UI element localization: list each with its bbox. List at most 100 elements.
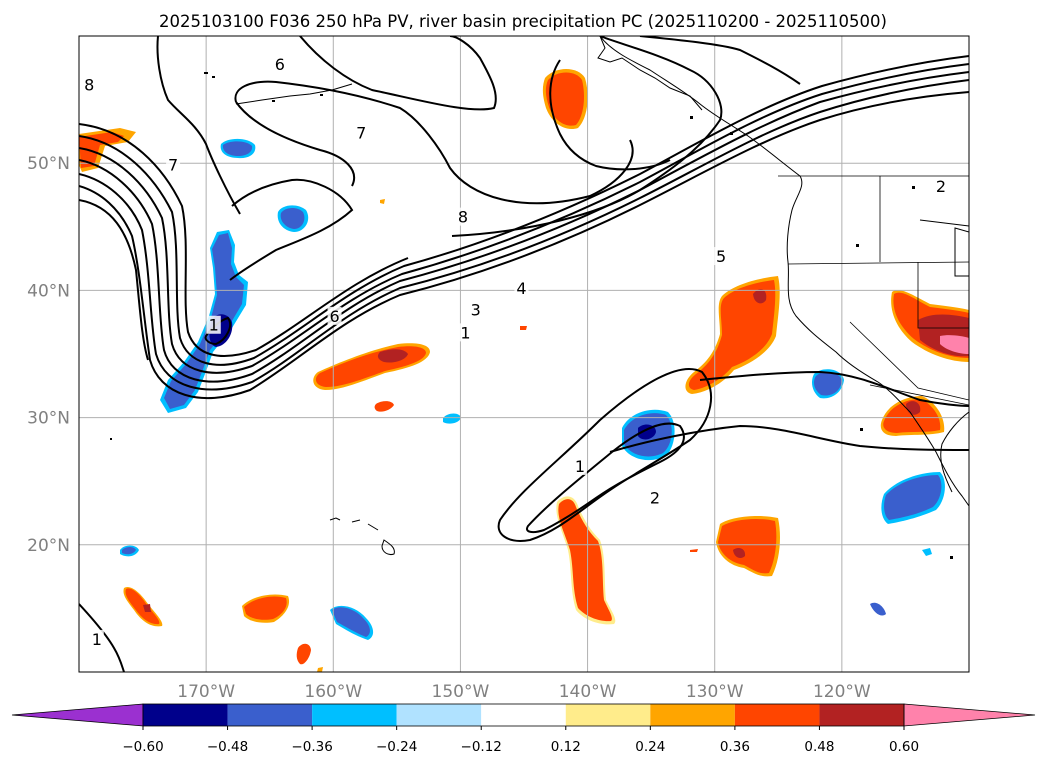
- precip-positive-area: [690, 549, 698, 552]
- colorbar-tick-label: −0.12: [461, 739, 502, 755]
- colorbar-tick-label: −0.48: [207, 739, 248, 755]
- longitude-label: 120°W: [813, 682, 871, 702]
- precip-positive-area: [883, 399, 941, 433]
- longitude-tick-labels: 170°W 160°W 150°W 140°W 130°W 120°W: [177, 682, 871, 702]
- contour-label-background: [714, 247, 729, 266]
- contour-label: 2: [936, 177, 946, 196]
- precipitation-anomaly-shading: [79, 69, 969, 672]
- colorbar-bin: [565, 704, 651, 726]
- colorbar-bin: [734, 704, 820, 726]
- precip-positive-area: [558, 499, 612, 622]
- colorbar-tick-label: −0.24: [376, 739, 417, 755]
- precip-negative-area: [884, 475, 942, 520]
- contour-label: 4: [516, 279, 526, 298]
- contour-label-background: [455, 207, 470, 226]
- longitude-label: 150°W: [432, 682, 490, 702]
- contour-label-background: [272, 54, 287, 73]
- latitude-label: 30°N: [27, 409, 70, 429]
- colorbar-under-extend: [11, 703, 144, 727]
- colorbar: −0.60 −0.48 −0.36 −0.24 −0.12 0.12 0.24 0.36 0.4…: [11, 703, 1036, 755]
- precip-positive-area: [718, 518, 777, 574]
- colorbar-over-extend: [903, 703, 1036, 727]
- precip-positive-area: [688, 280, 776, 390]
- precip-positive-area: [753, 289, 767, 304]
- colorbar-bin: [143, 704, 228, 726]
- contour-label: 1: [209, 316, 219, 335]
- precip-positive-area: [520, 326, 527, 330]
- colorbar-tick-label: 0.24: [635, 739, 665, 755]
- precip-negative-area: [870, 602, 886, 616]
- colorbar-bin: [312, 704, 397, 726]
- precip-negative-area: [164, 233, 244, 409]
- contour-label-background: [166, 155, 181, 174]
- precip-negative-area: [922, 548, 932, 556]
- contour-label: 6: [275, 55, 285, 74]
- precip-negative-area: [443, 413, 461, 424]
- precip-negative-area: [122, 547, 136, 555]
- contour-label: 8: [458, 208, 468, 227]
- contour-label-background: [647, 488, 662, 507]
- pv-contours: [79, 36, 969, 672]
- contour-label: 7: [356, 124, 366, 143]
- precip-positive-area: [244, 596, 287, 620]
- map-frame: [78, 35, 970, 673]
- contour-label: 8: [84, 75, 94, 94]
- colorbar-tick-label: 0.48: [804, 739, 834, 755]
- colorbar-tick-label: −0.36: [291, 739, 332, 755]
- colorbar-tick-label: 0.12: [551, 739, 581, 755]
- map-title: 2025103100 F036 250 hPa PV, river basin …: [159, 12, 887, 31]
- precip-positive-area: [545, 72, 584, 126]
- colorbar-bin: [650, 704, 735, 726]
- colorbar-tick-label: −0.60: [122, 739, 163, 755]
- coastlines: [235, 36, 969, 555]
- contour-label: 6: [329, 307, 339, 326]
- contour-label-background: [327, 306, 342, 325]
- colorbar-tick-label: 0.36: [720, 739, 750, 755]
- latitude-tick-labels: 20°N 30°N 40°N 50°N: [27, 154, 70, 556]
- colorbar-frame: [142, 703, 905, 727]
- precip-positive-area: [374, 401, 394, 412]
- longitude-label: 160°W: [304, 682, 362, 702]
- contour-label: 1: [92, 630, 102, 649]
- colorbar-bin: [396, 704, 482, 726]
- precip-positive-area: [79, 132, 124, 168]
- precip-positive-area: [125, 588, 160, 625]
- longitude-label: 170°W: [177, 682, 235, 702]
- latitude-label: 40°N: [27, 281, 70, 301]
- longitude-label: 130°W: [686, 682, 744, 702]
- contour-label-background: [934, 177, 949, 196]
- precip-positive-area: [940, 335, 969, 354]
- longitude-label: 140°W: [559, 682, 617, 702]
- precip-negative-area: [280, 207, 305, 229]
- contour-label: 1: [460, 323, 470, 342]
- contour-label-background: [206, 315, 221, 334]
- contour-labels: 8 6 7 7 8 6 3 4 1 5 2 1 2 1 1: [82, 54, 949, 649]
- contour-label: 1: [575, 457, 585, 476]
- precip-positive-area: [380, 199, 385, 204]
- contour-label-background: [89, 629, 104, 648]
- colorbar-bin: [227, 704, 313, 726]
- contour-label: 5: [716, 247, 726, 266]
- precip-positive-area: [377, 349, 408, 363]
- contour-label-background: [458, 323, 473, 342]
- precip-positive-area: [143, 604, 151, 612]
- latitude-label: 50°N: [27, 154, 70, 174]
- contour-label-background: [468, 300, 483, 319]
- colorbar-bin: [819, 704, 904, 726]
- contour-label: 7: [168, 155, 178, 174]
- contour-label-background: [514, 278, 529, 297]
- precip-positive-area: [296, 643, 311, 665]
- contour-label-background: [354, 123, 369, 142]
- contour-label: 3: [471, 300, 481, 319]
- precip-negative-area: [332, 607, 370, 637]
- precip-positive-area: [317, 667, 323, 672]
- precip-negative-area: [222, 141, 253, 156]
- colorbar-tick-label: 0.60: [889, 739, 919, 755]
- contour-label: 2: [650, 489, 660, 508]
- contour-label-background: [572, 456, 587, 475]
- precip-positive-area: [733, 548, 746, 558]
- precip-negative-area: [813, 371, 842, 396]
- map-panel: 8 6 7 7 8 6 3 4 1 5 2 1 2 1 1: [79, 36, 969, 672]
- colorbar-bin: [481, 704, 566, 726]
